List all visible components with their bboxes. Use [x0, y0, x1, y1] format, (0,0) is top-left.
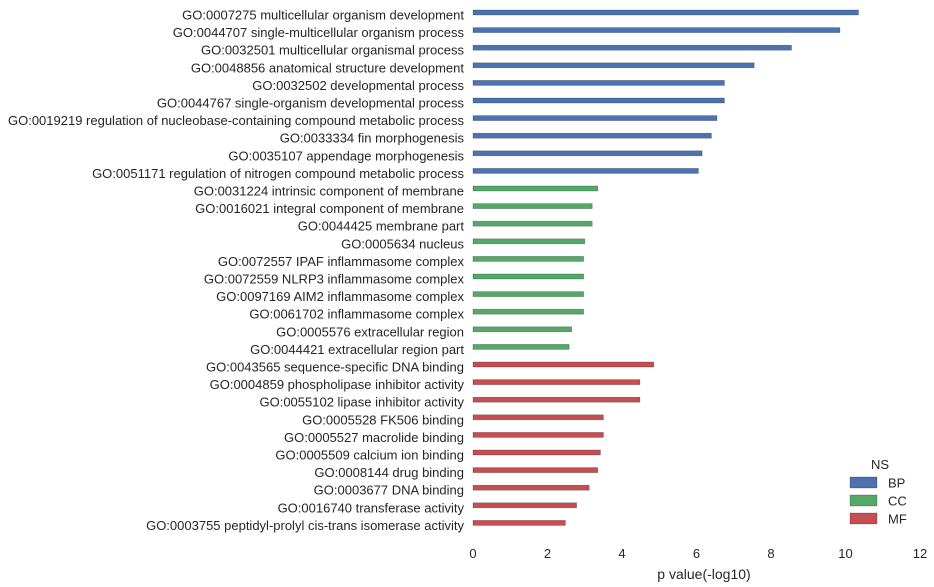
bar-bp	[472, 80, 725, 86]
category-label: GO:0061702 inflammasome complex	[249, 307, 464, 322]
legend-swatch-bp	[849, 476, 878, 489]
category-label: GO:0016021 integral component of membran…	[195, 201, 464, 216]
category-label: GO:0097169 AIM2 inflammasome complex	[216, 289, 464, 304]
category-label: GO:0008144 drug binding	[314, 465, 464, 480]
bar-cc	[472, 238, 586, 245]
bar-cc	[472, 256, 584, 262]
bar-cc	[472, 326, 572, 333]
bar-bp	[472, 115, 718, 121]
bar-mf	[472, 432, 604, 438]
x-axis-title: p value(-log10)	[657, 566, 750, 582]
category-label: GO:0003755 peptidyl-prolyl cis-trans iso…	[146, 518, 464, 533]
bar-bp	[472, 44, 792, 51]
bar-cc	[472, 344, 570, 350]
bar-mf	[472, 520, 566, 526]
bar-mf	[472, 449, 601, 456]
category-label: GO:0043565 sequence-specific DNA binding	[206, 360, 464, 375]
legend: NS BP CC MF	[849, 457, 907, 527]
bar-cc	[472, 203, 593, 209]
bar-bp	[472, 168, 699, 174]
x-tick-label: 0	[469, 546, 476, 561]
bar-cc	[472, 220, 593, 227]
legend-swatch-mf	[849, 512, 878, 525]
x-tick-label: 8	[767, 546, 774, 561]
category-label: GO:0004859 phospholipase inhibitor activ…	[210, 377, 465, 392]
bar-mf	[472, 396, 641, 403]
category-label: GO:0032502 developmental process	[252, 78, 464, 93]
category-label: GO:0035107 appendage morphogenesis	[228, 148, 464, 163]
bar-cc	[472, 291, 584, 297]
bar-mf	[472, 502, 577, 509]
bar-bp	[472, 9, 859, 16]
category-label: GO:0016740 transferase activity	[278, 500, 465, 515]
legend-title: NS	[871, 457, 889, 472]
bar-mf	[472, 379, 641, 385]
category-label: GO:0019219 regulation of nucleobase-cont…	[8, 113, 465, 128]
bar-bp	[472, 150, 703, 157]
bar-bp	[472, 27, 841, 33]
x-tick-label: 12	[913, 546, 927, 561]
bar-mf	[472, 467, 599, 473]
x-tick-label: 2	[544, 546, 551, 561]
category-label: GO:0044425 membrane part	[298, 219, 465, 234]
category-label: GO:0005509 calcium ion binding	[275, 448, 464, 463]
category-label: GO:0033334 fin morphogenesis	[280, 131, 465, 146]
bar-cc	[472, 308, 584, 315]
bar-cc	[472, 185, 599, 192]
category-label: GO:0005527 macrolide binding	[284, 430, 464, 445]
bar-mf	[472, 484, 590, 491]
bars-group	[472, 9, 859, 526]
category-label: GO:0005576 extracellular region	[276, 324, 464, 339]
category-label: GO:0048856 anatomical structure developm…	[191, 60, 465, 75]
category-label: GO:0044707 single-multicellular organism…	[173, 25, 465, 40]
category-label: GO:0031224 intrinsic component of membra…	[194, 184, 464, 199]
legend-label-bp: BP	[888, 476, 905, 491]
legend-label-mf: MF	[888, 512, 907, 527]
category-label: GO:0072559 NLRP3 inflammasome complex	[204, 272, 465, 287]
category-label: GO:0044767 single-organism developmental…	[157, 96, 465, 111]
category-label: GO:0007275 multicellular organism develo…	[182, 8, 464, 23]
category-label: GO:0032501 multicellular organismal proc…	[201, 43, 465, 58]
x-ticks-group: 0 2 4 6 8 10 12	[469, 546, 927, 561]
category-label: GO:0072557 IPAF inflammasome complex	[218, 254, 465, 269]
category-labels-group: GO:0007275 multicellular organism develo…	[8, 8, 465, 533]
legend-entries-group: BP CC MF	[849, 476, 907, 527]
category-label: GO:0003677 DNA binding	[314, 483, 464, 498]
x-tick-label: 10	[838, 546, 852, 561]
bar-mf	[472, 361, 654, 368]
category-label: GO:0055102 lipase inhibitor activity	[259, 395, 464, 410]
bar-mf	[472, 414, 604, 421]
category-label: GO:0051171 regulation of nitrogen compou…	[92, 166, 464, 181]
category-label: GO:0005528 FK506 binding	[302, 412, 464, 427]
category-label: GO:0005634 nucleus	[341, 236, 464, 251]
x-tick-label: 4	[618, 546, 625, 561]
bar-bp	[472, 62, 755, 69]
category-label: GO:0044421 extracellular region part	[250, 342, 464, 357]
bar-cc	[472, 273, 584, 280]
bar-bp	[472, 132, 712, 139]
x-tick-label: 6	[693, 546, 700, 561]
legend-label-cc: CC	[888, 494, 907, 509]
bar-bp	[472, 97, 725, 104]
legend-swatch-cc	[849, 494, 878, 507]
